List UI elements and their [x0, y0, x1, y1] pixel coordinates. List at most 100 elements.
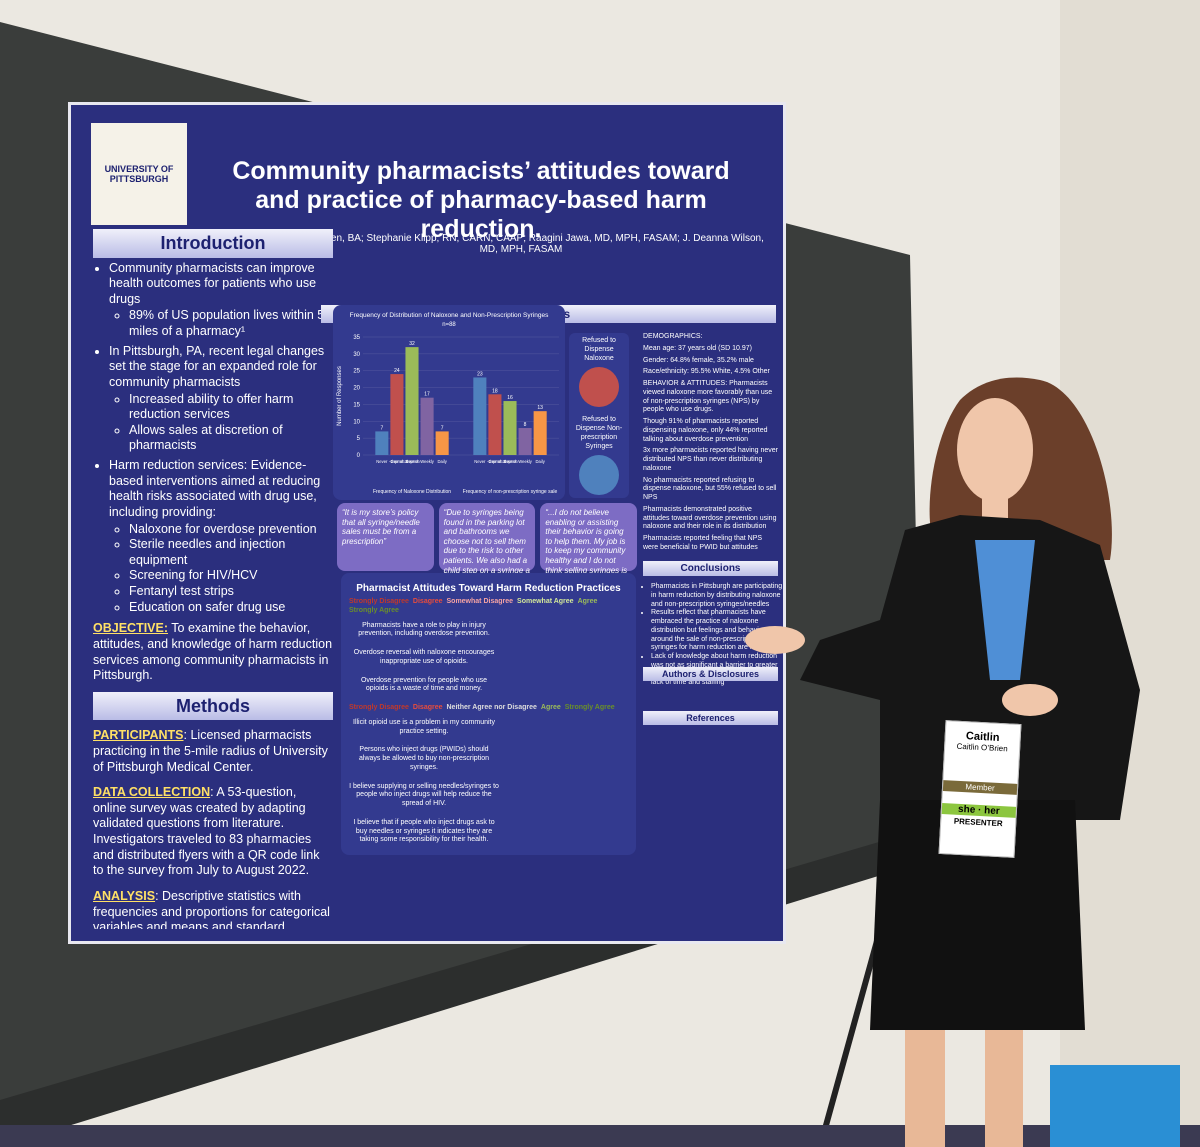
- text: : A 53-question, online survey was creat…: [93, 785, 320, 878]
- face: [957, 398, 1033, 502]
- section-heading: Authors & Disclosures: [643, 667, 778, 681]
- objective: OBJECTIVE: To examine the behavior, atti…: [93, 621, 333, 684]
- legend-entry: Agree: [540, 704, 561, 711]
- conclusion: Pharmacists in Pittsburgh are participat…: [651, 583, 783, 609]
- carpet: [0, 1125, 1200, 1147]
- label: OBJECTIVE:: [93, 621, 169, 636]
- intro-item: In Pittsburgh, PA, recent legal changes …: [109, 344, 333, 454]
- legend-entry: Strongly Disagree: [349, 704, 409, 711]
- y-tick-label: 20: [353, 386, 360, 392]
- sub-item: Naloxone for overdose prevention: [129, 522, 333, 538]
- y-tick-label: 10: [353, 419, 360, 425]
- intro-text: Harm reduction services: Evidence-based …: [109, 458, 321, 519]
- intro-item: Harm reduction services: Evidence-based …: [109, 458, 333, 615]
- badge-member: Member: [942, 780, 1018, 795]
- legend-entry: Strongly Agree: [349, 606, 399, 614]
- bar: [390, 374, 404, 455]
- hand: [745, 626, 805, 654]
- x-tick-label: Weekly: [420, 459, 435, 464]
- x-tick-label: 2-3 times per month: [404, 459, 420, 464]
- value-label: 16: [507, 395, 513, 401]
- bar: [435, 431, 449, 455]
- pie: [579, 455, 619, 496]
- methods: PARTICIPANTS: Licensed pharmacists pract…: [93, 728, 333, 929]
- x-tick-label: <1 time per month: [487, 459, 503, 464]
- intro-list: Community pharmacists can improve health…: [93, 261, 333, 616]
- pie-title: Refused to Dispense Non-prescription Syr…: [575, 416, 623, 450]
- statement: I believe supplying or selling needles/s…: [349, 782, 499, 808]
- x-tick-label: Never: [474, 459, 486, 464]
- leg: [985, 1030, 1023, 1147]
- finding: 3x more pharmacists reported having neve…: [643, 447, 778, 472]
- legend-entry: Neither Agree nor Disagree: [446, 704, 537, 711]
- intro-text: Community pharmacists can improve health…: [109, 260, 317, 306]
- bar: [420, 397, 434, 455]
- chart-title: Frequency of Distribution of Naloxone an…: [350, 312, 549, 319]
- sub-item: 89% of US population lives within 5 mile…: [129, 308, 333, 339]
- likert-body: Strongly Disagree Disagree Somewhat Disagr…: [341, 598, 636, 855]
- legend-entry: Somewhat Agree: [517, 598, 574, 605]
- pie-title: Refused to Dispense Naloxone: [582, 337, 616, 362]
- statement: Illicit opioid use is a problem in my co…: [353, 718, 495, 735]
- easel-leg: [817, 929, 883, 1147]
- value-label: 7: [441, 425, 444, 431]
- conclusion: Results reflect that pharmacists have em…: [651, 609, 783, 653]
- legend-entry: Agree: [577, 598, 598, 605]
- sub-item: Screening for HIV/HCV: [129, 568, 333, 584]
- chart-panel: Frequency of Distribution of Naloxone an…: [333, 305, 565, 500]
- x-tick-label: <1 time per month: [389, 459, 405, 464]
- value-label: 13: [537, 405, 543, 411]
- statement: Overdose prevention for people who use o…: [360, 676, 488, 693]
- finding: Race/ethnicity: 95.5% White, 4.5% Other: [643, 368, 770, 376]
- section-heading: References: [643, 711, 778, 725]
- y-tick-label: 35: [353, 335, 360, 341]
- chart: Frequency of Distribution of Naloxone an…: [337, 312, 559, 495]
- legend-entry: Strongly Disagree: [349, 598, 409, 605]
- legend-entry: Strongly Agree: [564, 704, 615, 711]
- group-label: Frequency of Naloxone Distribution: [373, 489, 451, 495]
- section-heading: Introduction: [93, 229, 333, 258]
- x-tick-label: Daily: [535, 459, 545, 464]
- value-label: 17: [424, 392, 430, 398]
- statement: Overdose reversal with naloxone encourag…: [353, 649, 495, 665]
- likert-panel: Pharmacist Attitudes Toward Harm Reducti…: [341, 573, 636, 855]
- y-tick-label: 5: [357, 436, 361, 442]
- poster: UNIVERSITY OF PITTSBURGH Community pharm…: [68, 102, 786, 944]
- sub-item: Fentanyl test strips: [129, 584, 333, 600]
- statement: Pharmacists have a role to play in injur…: [358, 621, 490, 638]
- legend-entry: Disagree: [412, 598, 443, 605]
- sub-list: Naloxone for overdose preventionSterile …: [109, 522, 333, 616]
- text: : Descriptive statistics with frequencie…: [93, 888, 330, 929]
- value-label: 18: [492, 388, 498, 394]
- label: PARTICIPANTS: [93, 728, 184, 743]
- finding: No pharmacists reported refusing to disp…: [643, 476, 777, 502]
- logo: UNIVERSITY OF PITTSBURGH: [91, 123, 187, 225]
- method-paragraph: PARTICIPANTS: Licensed pharmacists pract…: [93, 728, 333, 775]
- quote: “Due to syringes being found in the park…: [438, 503, 536, 594]
- badge-role: PRESENTER: [953, 816, 1003, 829]
- bag: [1050, 1065, 1180, 1147]
- value-label: 8: [524, 422, 527, 428]
- statement: I believe that if people who inject drug…: [353, 818, 495, 844]
- likert-title: Pharmacist Attitudes Toward Harm Reducti…: [356, 583, 621, 594]
- finding: Though 91% of pharmacists reported dispe…: [643, 418, 768, 443]
- sub-item: Education on safer drug use: [129, 600, 333, 616]
- value-label: 7: [380, 425, 383, 431]
- finding: Pharmacists demonstrated positive attitu…: [643, 505, 777, 531]
- label: ANALYSIS: [93, 888, 156, 903]
- method-paragraph: ANALYSIS: Descriptive statistics with fr…: [93, 889, 333, 929]
- y-axis-label: Number of Responses: [337, 366, 343, 426]
- skirt: [870, 800, 1085, 1030]
- likert-legend: Strongly Disagree Disagree Somewhat Disagr…: [349, 598, 628, 616]
- value-label: 23: [477, 371, 483, 377]
- sub-item: Allows sales at discretion of pharmacist…: [129, 423, 333, 454]
- pie-disc: [579, 455, 619, 496]
- top: [975, 540, 1035, 680]
- leg: [905, 1030, 945, 1147]
- finding: Pharmacists reported feeling that NPS we…: [643, 535, 763, 553]
- quote: “It is my store’s policy that all syring…: [337, 503, 434, 571]
- bar: [518, 428, 532, 455]
- x-tick-label: Never: [376, 459, 388, 464]
